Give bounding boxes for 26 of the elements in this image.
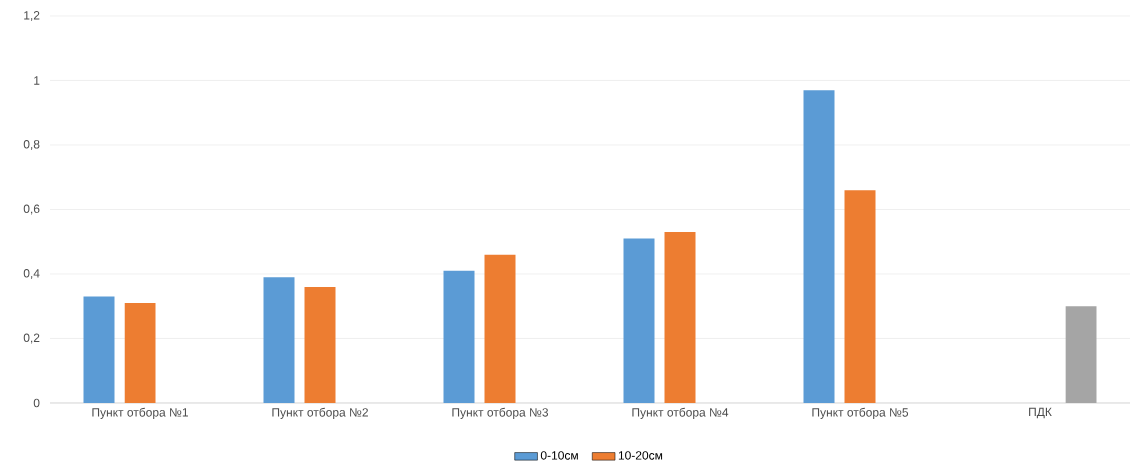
y-tick-label: 1	[34, 76, 40, 85]
y-tick-label: 0,2	[23, 333, 40, 344]
bar	[304, 286, 336, 403]
legend-label: 10-20см	[618, 451, 663, 460]
y-tick-label: 0	[33, 398, 40, 408]
x-tick-label: Пункт отбора №5	[812, 407, 909, 419]
x-tick-label: Пункт отбора №2	[272, 407, 368, 419]
bar	[623, 238, 655, 403]
x-tick-label: ПДК	[1029, 407, 1052, 419]
bar	[1065, 306, 1097, 403]
y-tick-label: 0,8	[23, 140, 40, 150]
legend-label: 0-10см	[540, 451, 578, 460]
bar	[124, 303, 156, 403]
bar	[443, 270, 475, 403]
bar	[484, 254, 516, 403]
y-tick-label: 0,6	[23, 204, 40, 215]
y-tick-label: 0,4	[23, 269, 40, 279]
x-tick-label: Пункт отбора №1	[92, 407, 188, 419]
y-tick-label: 1,2	[24, 11, 40, 21]
bar	[664, 232, 696, 403]
bar	[83, 296, 115, 403]
bar	[803, 90, 835, 403]
x-tick-label: Пункт отбора №3	[452, 407, 549, 419]
bar	[844, 190, 876, 403]
bar	[263, 277, 295, 403]
x-tick-label: Пункт отбора №4	[632, 407, 729, 419]
